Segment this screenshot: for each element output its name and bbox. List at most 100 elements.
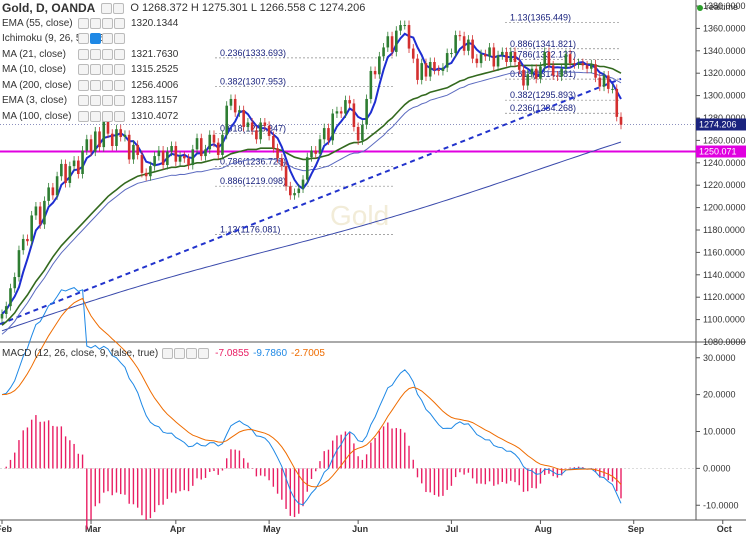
indicator-value: 1256.4006 [131, 79, 179, 91]
indicator-row[interactable]: MA (10, close) 1315.2525 [2, 63, 178, 77]
candle [352, 98, 356, 132]
indicator-name[interactable]: MA (100, close) [2, 110, 72, 122]
more-icon[interactable] [114, 48, 125, 60]
indicator-row[interactable]: MA (100, close) 1310.4072 [2, 109, 178, 123]
price-tick-label: 1080.0000 [703, 337, 746, 347]
indicator-name[interactable]: MA (10, close) [2, 64, 66, 75]
candle-body [89, 139, 93, 152]
more-icon[interactable] [114, 17, 125, 29]
candle-body [102, 120, 106, 148]
candle-body [416, 58, 419, 80]
candle [51, 182, 55, 200]
candle [458, 30, 462, 41]
price-tick-label: 1320.0000 [703, 68, 746, 78]
candle [119, 124, 123, 142]
visibility-icon[interactable] [162, 348, 174, 359]
candle-body [149, 166, 152, 177]
candle [530, 64, 534, 79]
settings-icon[interactable] [90, 95, 101, 106]
indicator-row[interactable]: EMA (3, close) 1283.1157 [2, 94, 178, 108]
support-price-tag [696, 145, 746, 158]
month-label: Aug [534, 524, 552, 534]
candle-body [13, 277, 17, 289]
more-icon[interactable] [198, 348, 210, 359]
candle-body [30, 215, 33, 242]
candle [183, 151, 186, 163]
settings-icon[interactable] [90, 48, 101, 60]
remove-icon[interactable] [102, 79, 113, 91]
remove-icon[interactable] [102, 17, 113, 29]
indicator-name[interactable]: Ichimoku (9, 26, 52, 26) [2, 33, 108, 44]
indicator-row[interactable]: MA (200, close) 1256.4006 [2, 78, 178, 92]
visibility-icon[interactable] [78, 48, 89, 60]
more-icon[interactable] [114, 110, 125, 122]
remove-icon[interactable] [102, 95, 113, 106]
settings-icon[interactable] [90, 17, 101, 29]
candle-body [390, 36, 394, 52]
remove-icon[interactable] [102, 64, 113, 75]
candle [378, 51, 381, 79]
candle-body [161, 150, 165, 166]
settings-icon[interactable] [90, 33, 101, 44]
candle [255, 125, 258, 144]
candle [411, 44, 415, 64]
indicator-name[interactable]: MA (21, close) [2, 48, 66, 60]
candle-body [556, 75, 559, 77]
candle [492, 42, 496, 71]
settings-icon[interactable] [90, 79, 101, 91]
candle-body [382, 47, 385, 57]
more-icon[interactable] [114, 95, 125, 106]
visibility-icon[interactable] [101, 2, 113, 14]
settings-icon[interactable] [90, 110, 101, 122]
candle [13, 272, 17, 293]
candle-body [526, 74, 530, 86]
remove-icon[interactable] [186, 348, 198, 359]
candle [102, 115, 106, 152]
candle-body [289, 186, 292, 196]
more-icon[interactable] [114, 33, 125, 44]
visibility-icon[interactable] [78, 79, 89, 91]
candle [471, 35, 474, 64]
indicator-row[interactable]: MA (21, close) 1321.7630 [2, 47, 178, 61]
candle [344, 95, 347, 118]
indicator-name[interactable]: EMA (55, close) [2, 17, 73, 29]
indicator-row[interactable]: EMA (55, close) 1320.1344 [2, 16, 178, 30]
remove-icon[interactable] [102, 48, 113, 60]
visibility-icon[interactable] [78, 95, 89, 106]
candle [81, 146, 84, 179]
candle-body [560, 68, 563, 77]
candle-body [127, 134, 131, 160]
candle-body [34, 206, 38, 216]
indicator-name[interactable]: MA (200, close) [2, 79, 72, 91]
settings-icon[interactable] [174, 348, 186, 359]
candle-body [64, 163, 67, 183]
remove-icon[interactable] [102, 110, 113, 122]
macd-label[interactable]: MACD (12, 26, close, 9, false, true) [2, 348, 159, 359]
candle-body [399, 25, 402, 31]
candle [543, 47, 546, 71]
more-icon[interactable] [114, 79, 125, 91]
visibility-icon[interactable] [78, 110, 89, 122]
visibility-icon[interactable] [78, 17, 89, 29]
candle-body [93, 131, 97, 152]
more-icon[interactable] [114, 64, 125, 75]
candle [513, 47, 517, 67]
candle-body [534, 68, 538, 79]
candle [526, 69, 530, 90]
settings-icon[interactable] [90, 64, 101, 75]
candle-body [136, 144, 139, 155]
indicator-row[interactable]: Ichimoku (9, 26, 52, 26) [2, 32, 131, 46]
candle-body [530, 68, 534, 75]
candle-body [344, 100, 347, 114]
candle-body [564, 54, 568, 69]
remove-icon[interactable] [102, 33, 113, 44]
candle [361, 120, 364, 145]
visibility-icon[interactable] [78, 64, 89, 75]
candle-body [500, 51, 504, 56]
indicator-name[interactable]: EMA (3, close) [2, 95, 68, 106]
settings-icon[interactable] [113, 2, 125, 14]
symbol-title[interactable]: Gold, D, OANDA [2, 1, 96, 15]
candle [289, 181, 292, 200]
visibility-icon[interactable] [78, 33, 89, 44]
